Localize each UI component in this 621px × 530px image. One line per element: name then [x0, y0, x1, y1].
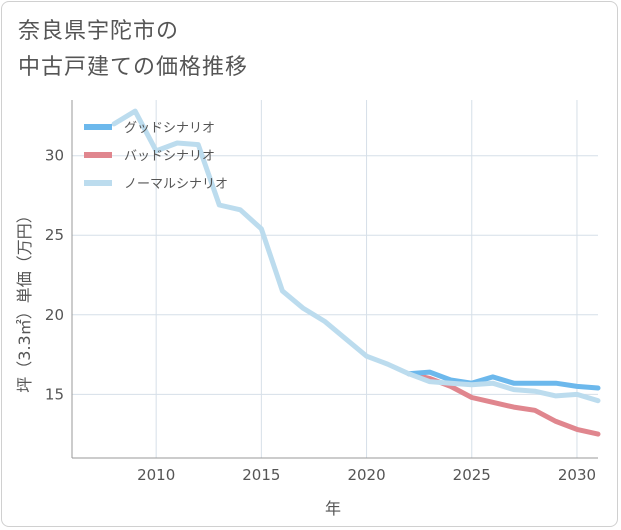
chart-title: 奈良県宇陀市の 中古戸建ての価格推移	[18, 14, 248, 86]
y-tick-labels: 15 20 25 30	[45, 147, 64, 404]
x-tick-label: 2015	[242, 466, 280, 484]
series-line-0	[406, 369, 601, 391]
x-tick-label: 2030	[558, 466, 596, 484]
grid-lines	[72, 100, 598, 458]
y-tick-label: 30	[45, 147, 64, 165]
series-line-2	[111, 108, 601, 404]
plot-area	[72, 100, 598, 458]
y-tick-label: 20	[45, 306, 64, 324]
y-tick-label: 25	[45, 226, 64, 244]
series-lines	[111, 108, 601, 437]
x-axis-label: 年	[325, 499, 341, 518]
legend-label-1: バッドシナリオ	[124, 149, 215, 164]
y-axis-label: 坪（3.3㎡）単価（万円）	[15, 207, 34, 392]
legend-label-0: グッドシナリオ	[124, 121, 215, 136]
x-tick-label: 2010	[137, 466, 175, 484]
title-line-2: 中古戸建ての価格推移	[18, 55, 249, 80]
x-tick-label: 2025	[453, 466, 491, 484]
y-tick-label: 15	[45, 385, 64, 403]
x-tick-label: 2020	[347, 466, 385, 484]
x-tick-labels: 2010 2015 2020 2025 2030	[137, 466, 596, 484]
title-line-1: 奈良県宇陀市の	[18, 19, 180, 44]
legend-label-2: ノーマルシナリオ	[124, 177, 228, 192]
